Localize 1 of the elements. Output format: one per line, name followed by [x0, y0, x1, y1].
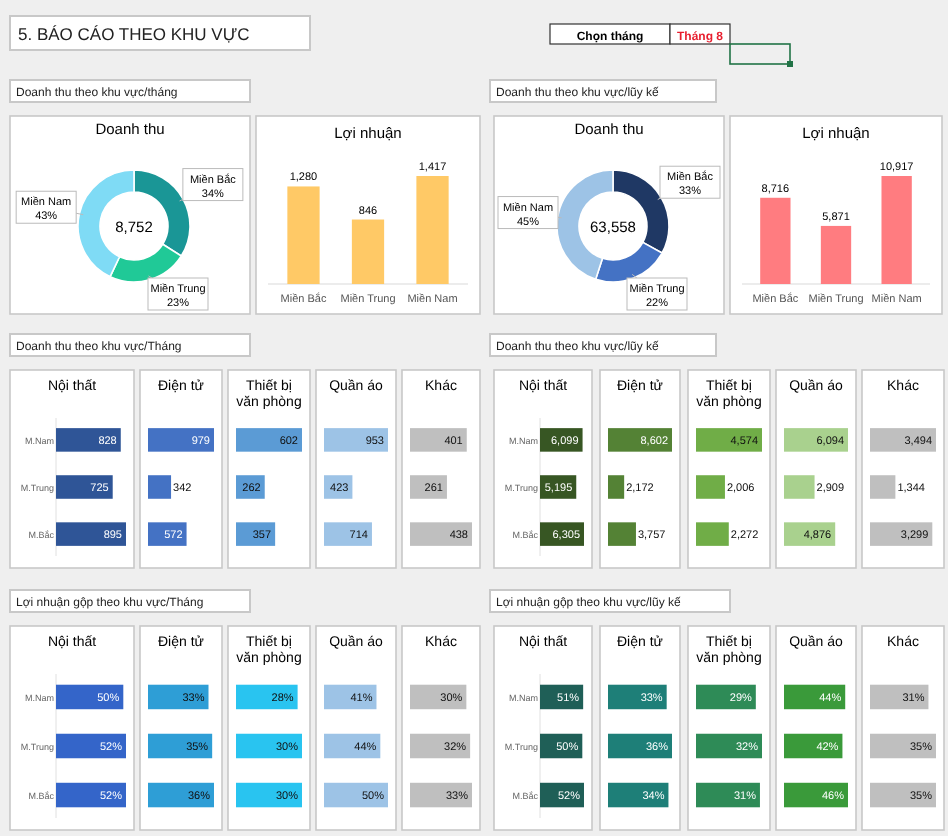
text: 5. BÁO CÁO THEO KHU VỰC: [18, 24, 250, 44]
